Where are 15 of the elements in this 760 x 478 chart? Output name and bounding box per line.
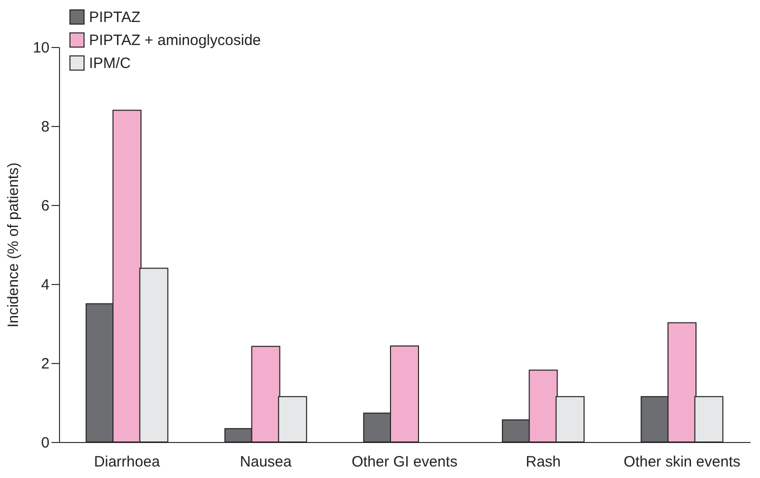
- legend-label: IPM/C: [89, 55, 131, 72]
- x-tick-label: Diarrhoea: [94, 454, 161, 470]
- y-tick-label: 0: [41, 434, 50, 452]
- y-axis-title: Incidence (% of patients): [4, 162, 22, 328]
- y-tick-label: 10: [32, 40, 50, 56]
- y-tick-label: 8: [41, 118, 50, 136]
- y-tick-label: 4: [41, 276, 50, 294]
- x-tick-label: Nausea: [240, 454, 292, 470]
- x-tick-label: Rash: [526, 454, 561, 470]
- legend-label: PIPTAZ + aminoglycoside: [89, 32, 261, 49]
- y-tick-label: 6: [41, 198, 50, 214]
- legend-label: PIPTAZ: [89, 9, 140, 26]
- x-tick-label: Other skin events: [624, 454, 740, 470]
- y-tick-label: 2: [41, 356, 50, 372]
- x-tick-label: Other GI events: [352, 454, 458, 470]
